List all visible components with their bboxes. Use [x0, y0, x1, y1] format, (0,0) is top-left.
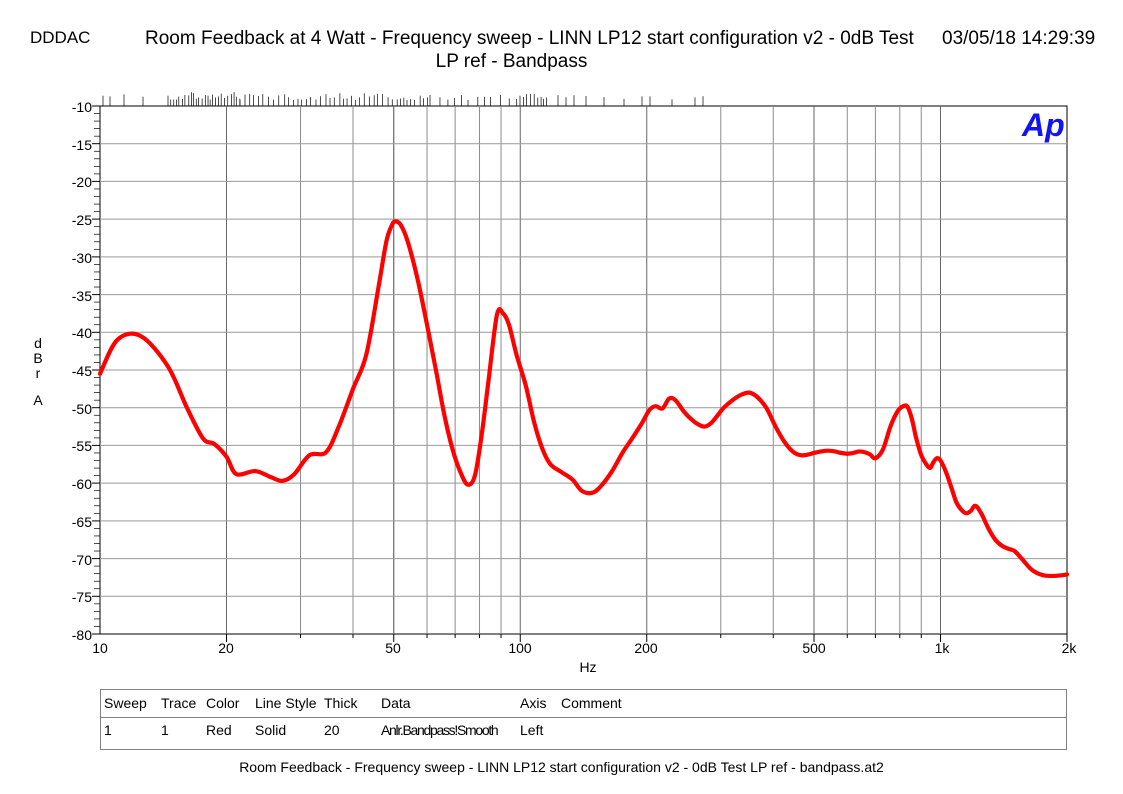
svg-text:Ap: Ap — [1021, 107, 1065, 143]
